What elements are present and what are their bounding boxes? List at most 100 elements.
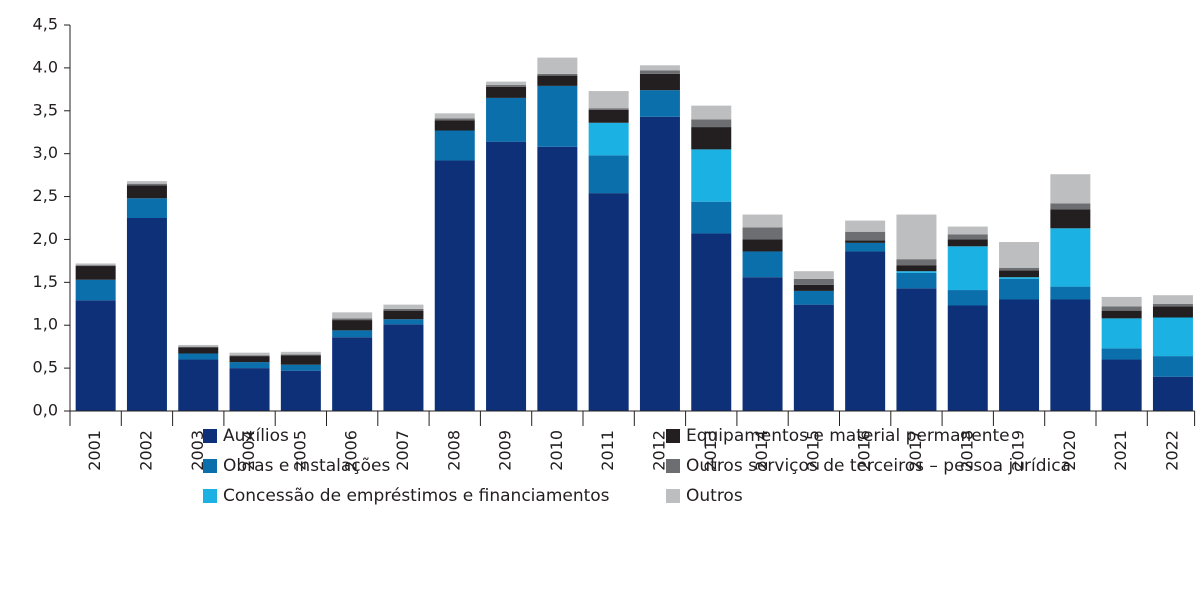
bar-segment: [639, 65, 680, 71]
y-tick-label: 0,5: [33, 358, 58, 377]
bar-segment: [332, 330, 373, 338]
bar-segment: [486, 85, 527, 87]
x-tick-label: 2012: [649, 430, 668, 471]
bar-segment: [126, 183, 167, 186]
legend-swatch: [203, 459, 217, 473]
bar-segment: [896, 265, 937, 272]
bar-segment: [126, 185, 167, 199]
bar-segment: [845, 240, 886, 243]
x-tick-label: 2013: [701, 430, 720, 471]
bar-segment: [486, 81, 527, 86]
bar-segment: [383, 310, 424, 320]
bar-segment: [178, 344, 219, 347]
bar-segment: [947, 239, 988, 247]
bar-segment: [691, 105, 732, 120]
bar-segment: [537, 73, 578, 76]
bar-segment: [742, 251, 783, 278]
legend-label: Equipamentos e material permanente: [686, 426, 1010, 446]
y-tick-label: 1,0: [33, 315, 58, 334]
bar-segment: [947, 246, 988, 291]
bar-segment: [383, 324, 424, 411]
bar-segment: [1101, 318, 1142, 349]
bar-segment: [1152, 376, 1193, 411]
bar-segment: [537, 75, 578, 86]
legend-label: Obras e instalações: [223, 456, 390, 476]
x-tick-label: 2016: [855, 430, 874, 471]
bar-segment: [845, 242, 886, 252]
bar-segment: [75, 300, 116, 411]
bar-segment: [229, 355, 270, 357]
bar-segment: [383, 304, 424, 309]
bar-segment: [588, 109, 629, 123]
bar-segment: [896, 214, 937, 260]
bar-segment: [75, 266, 116, 280]
x-tick-label: 2001: [85, 430, 104, 471]
y-tick-label: 2,5: [33, 186, 58, 205]
bar-segment: [793, 284, 834, 291]
bar-segment: [332, 318, 373, 321]
bar-segment: [434, 160, 475, 411]
legend-swatch: [666, 459, 680, 473]
y-tick-label: 2,0: [33, 229, 58, 248]
y-tick-label: 1,5: [33, 272, 58, 291]
bar-segment: [793, 278, 834, 285]
x-tick-label: 2020: [1060, 430, 1079, 471]
bar-segment: [383, 319, 424, 325]
bar-segment: [999, 242, 1040, 268]
bar-segment: [280, 364, 321, 371]
bar-segment: [1050, 299, 1091, 411]
bar-segment: [1050, 203, 1091, 210]
bar-segment: [434, 130, 475, 161]
bar-segment: [691, 233, 732, 411]
bar-segment: [691, 149, 732, 202]
bar-segment: [691, 119, 732, 128]
bar-segment: [742, 214, 783, 228]
bar-segment: [126, 218, 167, 411]
bar-segment: [1152, 303, 1193, 307]
bar-segment: [691, 127, 732, 150]
x-tick-label: 2009: [496, 430, 515, 471]
bar-segment: [1152, 356, 1193, 377]
bar-segment: [793, 290, 834, 305]
bar-segment: [947, 234, 988, 240]
bar-segment: [486, 86, 527, 98]
bar-segment: [1152, 317, 1193, 357]
bar-segment: [537, 57, 578, 74]
bar-segment: [999, 270, 1040, 278]
bar-segment: [1101, 348, 1142, 360]
bar-segment: [1152, 295, 1193, 304]
legend-swatch: [203, 429, 217, 443]
bar-segment: [1101, 359, 1142, 411]
bar-segment: [280, 351, 321, 355]
bar-segment: [75, 265, 116, 267]
bar-segment: [1050, 228, 1091, 287]
bar-segment: [588, 155, 629, 194]
bar-segment: [1101, 306, 1142, 311]
x-tick-label: 2008: [444, 430, 463, 471]
bar-segment: [793, 304, 834, 411]
bar-segment: [588, 193, 629, 411]
x-tick-label: 2007: [393, 430, 412, 471]
bar-segment: [178, 346, 219, 348]
bar-segment: [229, 356, 270, 363]
bar-segment: [1050, 286, 1091, 300]
bar-segment: [947, 226, 988, 235]
bar-segment: [178, 353, 219, 360]
x-tick-label: 2003: [188, 430, 207, 471]
bar-segment: [434, 113, 475, 119]
x-tick-label: 2014: [752, 430, 771, 471]
bar-segment: [588, 91, 629, 109]
bar-segment: [588, 108, 629, 110]
legend-label: Outros serviços de terceiros – pessoa ju…: [686, 456, 1071, 476]
bar-segment: [845, 231, 886, 241]
bar-segment: [999, 278, 1040, 300]
y-tick-label: 4.0: [33, 57, 58, 76]
bar-segment: [999, 299, 1040, 411]
x-tick-label: 2015: [803, 430, 822, 471]
bar-segment: [639, 73, 680, 91]
bar-segment: [999, 277, 1040, 279]
bar-segment: [896, 272, 937, 289]
legend-swatch: [666, 429, 680, 443]
bar-segment: [639, 90, 680, 117]
